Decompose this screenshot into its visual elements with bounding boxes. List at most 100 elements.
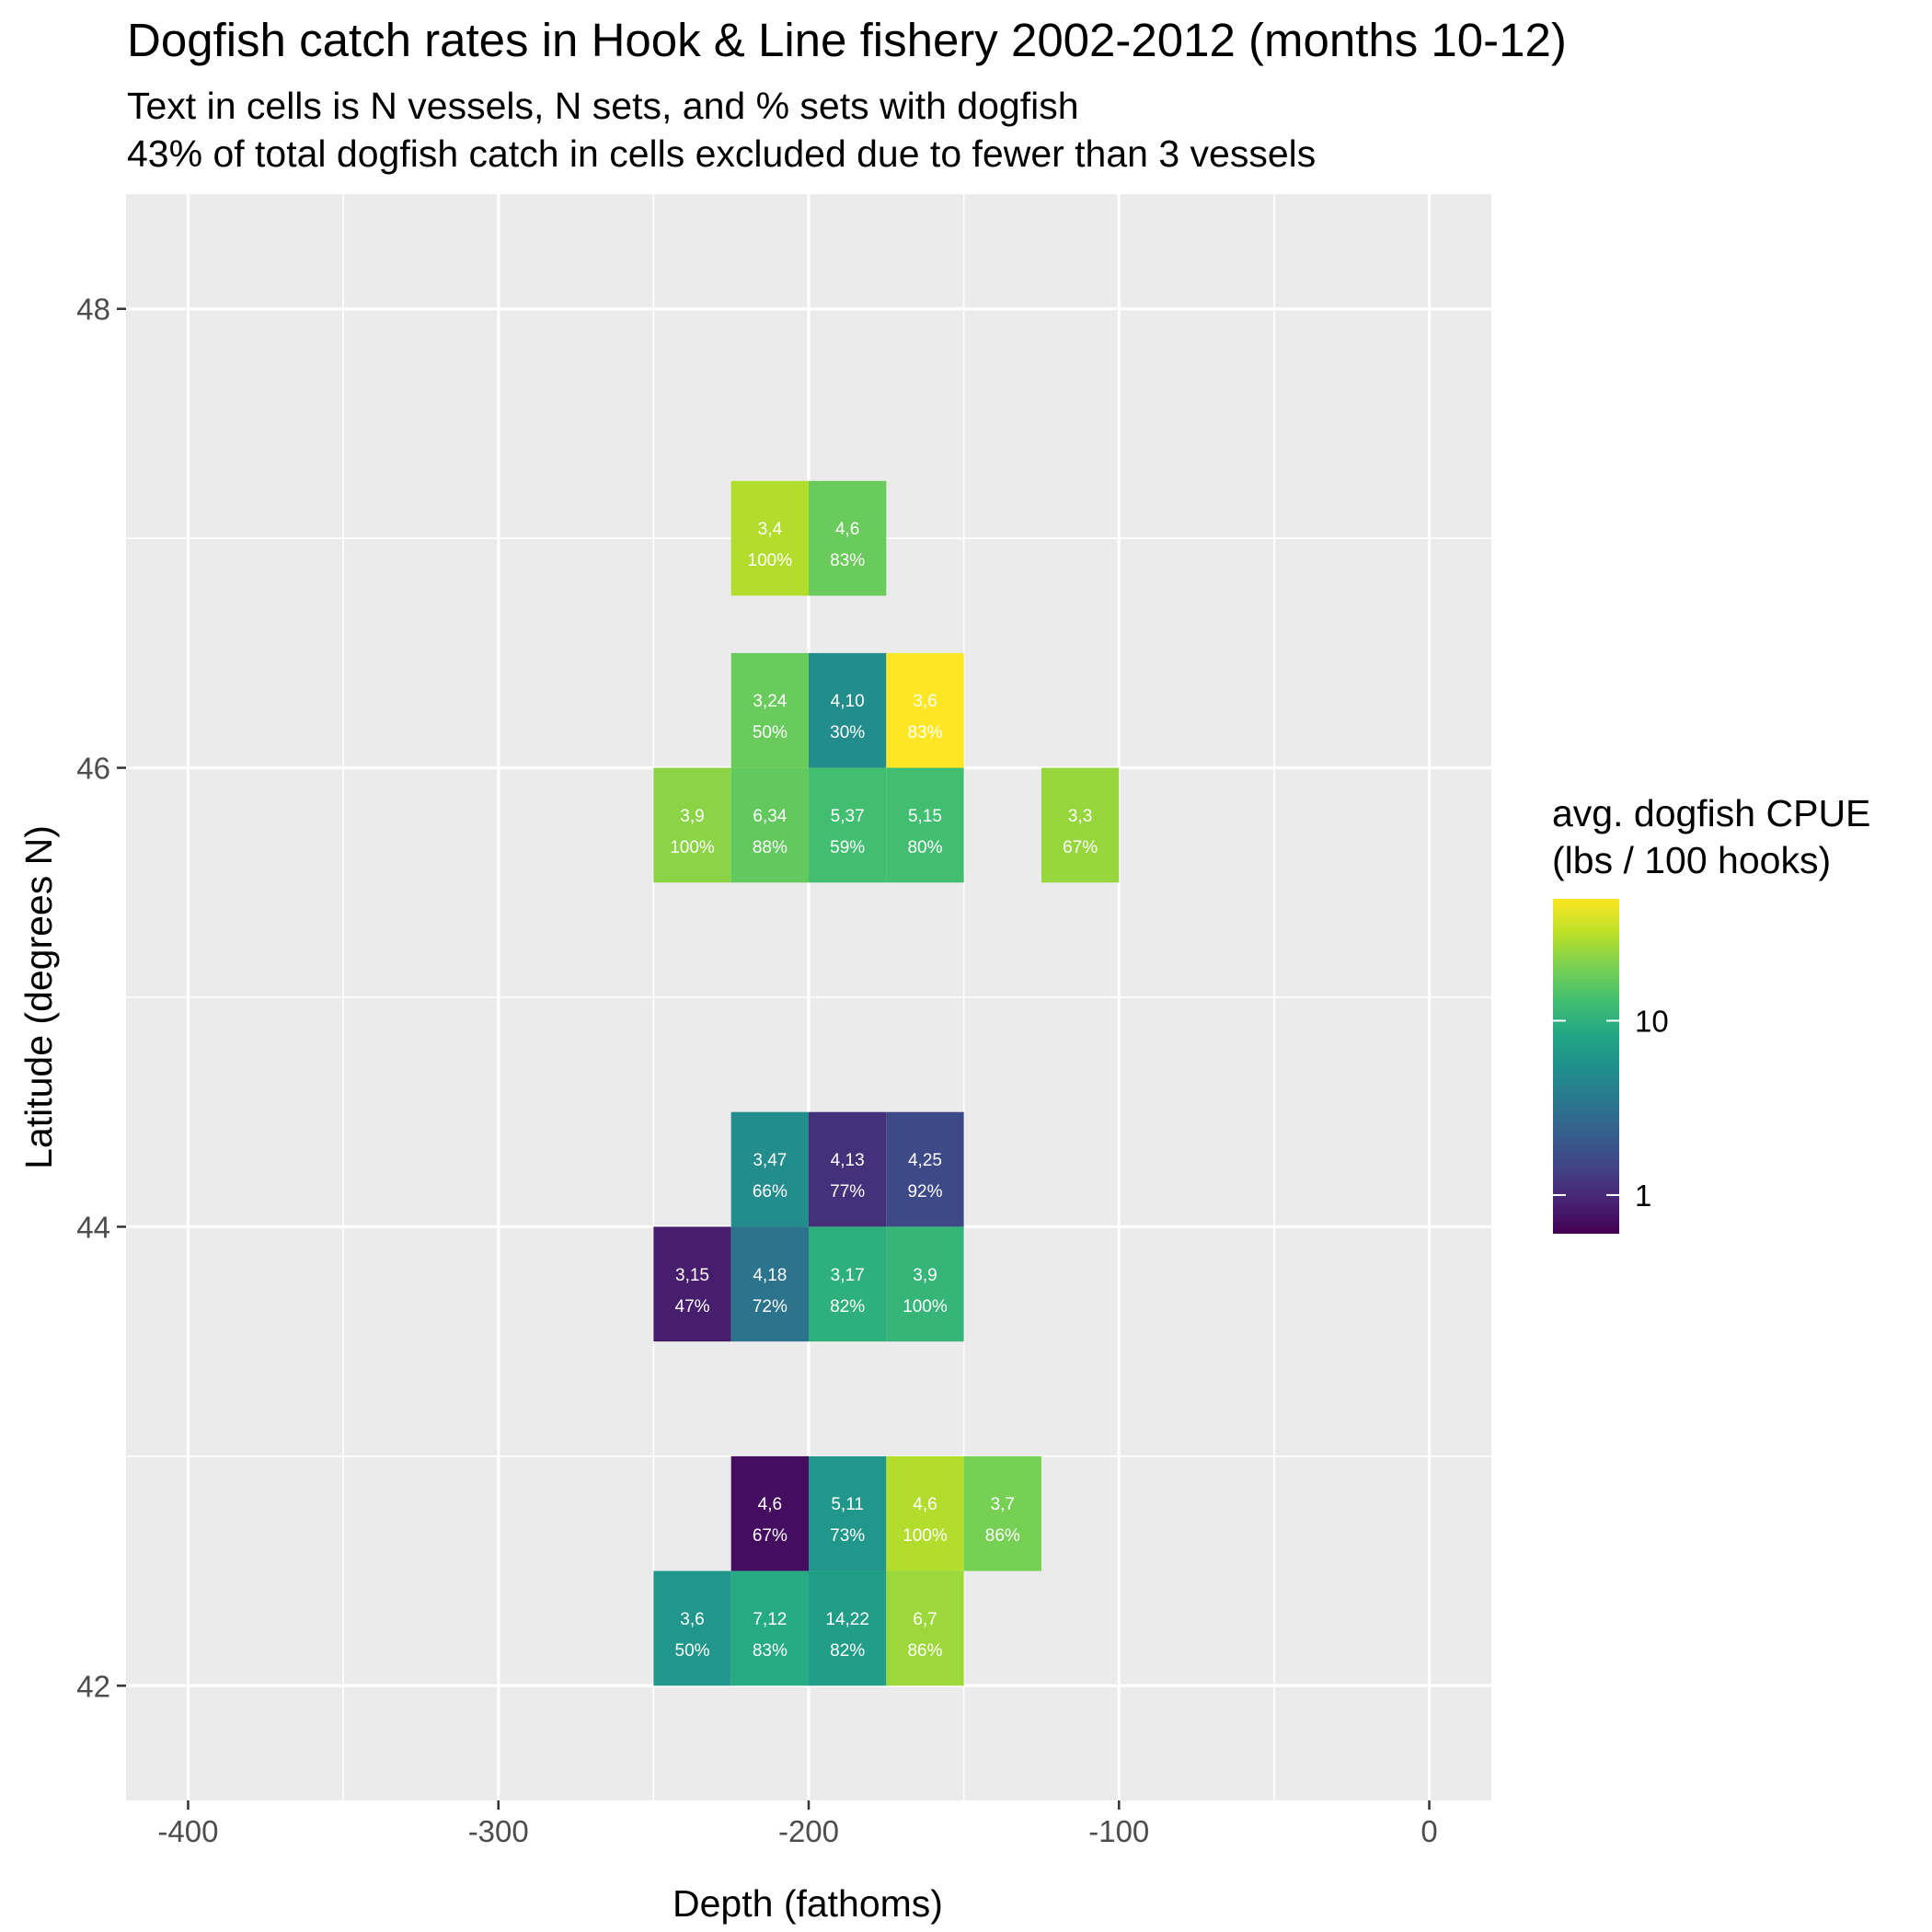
cell-label-counts: 5,37 <box>831 807 865 826</box>
heatmap-cells <box>653 480 1120 1686</box>
heatmap-cell <box>809 767 887 883</box>
heatmap-cell <box>809 1455 887 1571</box>
cell-label-counts: 3,4 <box>758 520 783 539</box>
heatmap-cell <box>730 767 809 883</box>
cell-label-percent: 83% <box>907 723 942 742</box>
cell-label-counts: 4,6 <box>835 520 859 539</box>
cell-label-percent: 83% <box>753 1641 788 1661</box>
cell-label-percent: 82% <box>830 1297 865 1317</box>
heatmap-cell <box>730 652 809 768</box>
x-axis-title: Depth (fathoms) <box>673 1882 943 1925</box>
cell-label-counts: 14,22 <box>825 1610 869 1629</box>
heatmap-cell <box>963 1455 1041 1571</box>
cell-label-counts: 3,9 <box>680 807 704 826</box>
heatmap-cell <box>809 652 887 768</box>
cell-label-percent: 100% <box>670 838 715 857</box>
cell-label-percent: 59% <box>830 838 865 857</box>
heatmap-cell <box>886 1111 964 1227</box>
cell-label-counts: 3,24 <box>753 692 787 711</box>
heatmap-cell <box>809 1570 887 1686</box>
cell-label-counts: 3,3 <box>1068 807 1092 826</box>
cell-label-counts: 5,11 <box>831 1495 864 1514</box>
cell-label-percent: 92% <box>907 1182 942 1202</box>
y-tick-label: 44 <box>76 1210 110 1244</box>
x-tick-label: -400 <box>157 1814 218 1848</box>
cell-label-percent: 80% <box>907 838 942 857</box>
cell-label-counts: 3,7 <box>991 1495 1015 1514</box>
x-tick-label: -300 <box>468 1814 529 1848</box>
cell-label-counts: 3,6 <box>680 1610 704 1629</box>
cell-label-counts: 4,18 <box>753 1266 787 1285</box>
legend-tick-label: 10 <box>1635 1004 1669 1038</box>
heatmap-cell <box>886 1226 964 1342</box>
cell-label-percent: 72% <box>753 1297 788 1317</box>
cell-label-counts: 4,6 <box>913 1495 937 1514</box>
cell-label-counts: 4,13 <box>831 1151 865 1170</box>
x-tick-label: -200 <box>778 1814 839 1848</box>
heatmap-cell <box>886 1455 964 1571</box>
heatmap-cell <box>730 480 809 596</box>
cell-label-counts: 4,10 <box>831 692 865 711</box>
cell-label-percent: 82% <box>830 1641 865 1661</box>
heatmap-cell <box>886 767 964 883</box>
heatmap-cell-labels: 3,4 100% 4,6 83% 3,24 50% 4,10 30% 3,6 83% 3,9 100%… <box>670 520 1098 1661</box>
heatmap-cell <box>653 1570 731 1686</box>
x-axis: -400 -300 -200 -100 0 <box>157 1800 1438 1848</box>
cell-label-counts: 3,15 <box>675 1266 709 1285</box>
cell-label-counts: 3,47 <box>753 1151 787 1170</box>
heatmap-cell <box>1041 767 1120 883</box>
heatmap-cell <box>730 1226 809 1342</box>
cell-label-counts: 3,17 <box>831 1266 865 1285</box>
cell-label-percent: 100% <box>903 1526 948 1546</box>
color-legend: 1 10 <box>1553 899 1669 1234</box>
cell-label-counts: 4,6 <box>758 1495 782 1514</box>
cell-label-percent: 47% <box>675 1297 710 1317</box>
y-tick-label: 42 <box>76 1669 110 1703</box>
x-tick-label: -100 <box>1088 1814 1149 1848</box>
cell-label-counts: 4,25 <box>908 1151 942 1170</box>
cell-label-counts: 7,12 <box>753 1610 787 1629</box>
legend-title-line-2: (lbs / 100 hooks) <box>1552 839 1832 881</box>
heatmap-cell <box>809 1226 887 1342</box>
cell-label-percent: 67% <box>1063 838 1098 857</box>
cell-label-counts: 3,9 <box>913 1266 937 1285</box>
y-axis: 42 44 46 48 <box>76 293 126 1703</box>
chart-subtitle-line-2: 43% of total dogfish catch in cells excl… <box>127 132 1317 175</box>
cell-label-percent: 50% <box>753 723 788 742</box>
cell-label-percent: 83% <box>830 551 865 570</box>
cell-label-percent: 86% <box>985 1526 1020 1546</box>
legend-colorbar <box>1553 899 1619 1234</box>
cell-label-percent: 77% <box>830 1182 865 1202</box>
cell-label-counts: 5,15 <box>908 807 942 826</box>
cell-label-counts: 6,34 <box>753 807 787 826</box>
heatmap-cell <box>886 652 964 768</box>
heatmap-cell <box>730 1570 809 1686</box>
cell-label-percent: 67% <box>753 1526 788 1546</box>
legend-ticks: 1 10 <box>1553 1004 1669 1213</box>
cell-label-percent: 66% <box>753 1182 788 1202</box>
y-tick-label: 46 <box>76 752 110 786</box>
legend-tick-label: 1 <box>1635 1179 1651 1213</box>
cell-label-percent: 100% <box>903 1297 948 1317</box>
cell-label-counts: 6,7 <box>913 1610 937 1629</box>
cell-label-counts: 3,6 <box>913 692 937 711</box>
chart-subtitle-line-1: Text in cells is N vessels, N sets, and … <box>127 85 1079 127</box>
heatmap-cell <box>730 1111 809 1227</box>
legend-title-line-1: avg. dogfish CPUE <box>1552 792 1871 834</box>
chart-title: Dogfish catch rates in Hook & Line fishe… <box>127 14 1567 66</box>
heatmap-cell <box>653 1226 731 1342</box>
cell-label-percent: 86% <box>907 1641 942 1661</box>
heatmap-cell <box>730 1455 809 1571</box>
cell-label-percent: 100% <box>748 551 793 570</box>
heatmap-cell <box>653 767 731 883</box>
cell-label-percent: 73% <box>830 1526 865 1546</box>
heatmap-cell <box>809 1111 887 1227</box>
y-axis-title: Latitude (degrees N) <box>17 825 60 1169</box>
heatmap-cell <box>809 480 887 596</box>
y-tick-label: 48 <box>76 293 110 327</box>
heatmap-cell <box>886 1570 964 1686</box>
cell-label-percent: 30% <box>830 723 865 742</box>
cell-label-percent: 50% <box>675 1641 710 1661</box>
x-tick-label: 0 <box>1420 1814 1437 1848</box>
